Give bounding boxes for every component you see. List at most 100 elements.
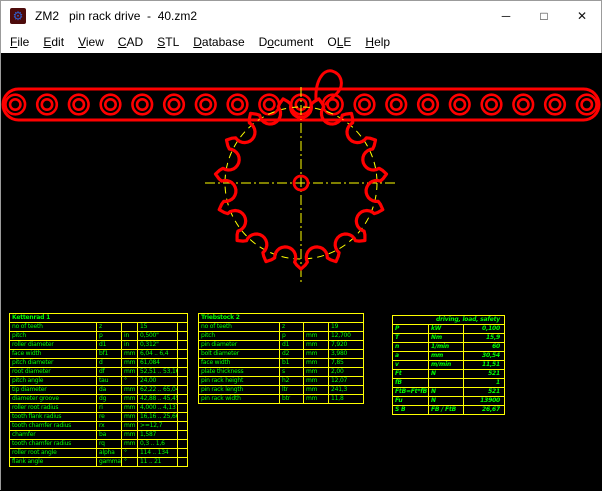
table-cell: pitch angle [9,376,97,386]
mesh-detail-curve [314,69,343,106]
table-row: plate thickness s mm 2,00 [198,367,365,377]
menu-item-file[interactable]: File [10,35,30,49]
table-cell: 4,000 .. 4,137 [137,403,178,413]
table-row: chamfer ba mm 1,587 [9,430,189,440]
rack-pin-outer [99,93,122,116]
window-controls: ─ □ ✕ [487,1,601,31]
table-cell: v [392,360,429,370]
table-cell: >=12,7 [137,421,178,431]
table-row: pitch diameter d mm 61,084 [9,358,189,368]
rack-pin-inner [262,98,276,112]
menu-item-ole[interactable]: OLE [327,35,352,49]
table-cell: kW [428,324,464,334]
table-cell: N [428,387,464,397]
menu-item-database[interactable]: Database [193,35,245,49]
menu-item-view[interactable]: View [78,35,104,49]
table-cell: 15 [137,322,178,332]
table-cell: FB / FtB [428,405,464,415]
table-row: tooth chamfer radius rq mm 0,3 .. 1,6 [9,439,189,449]
table-cell: tooth chamfer radius [9,439,97,449]
table-row: a mm 30,54 [392,351,506,361]
table-cell: mm [121,412,138,422]
table-row: no of teeth z 15 [9,322,189,332]
table-cell: ri [96,403,122,413]
menu-item-document[interactable]: Document [258,35,314,49]
menu-item-edit[interactable]: Edit [43,35,65,49]
table-cell: 11,8 [327,394,365,404]
table-cell: pitch [198,331,280,341]
table-cell: 7,85 [327,358,365,368]
rack-pin-outer [162,93,186,116]
table-cell: root diameter [9,367,97,377]
table-cell: mm [303,394,329,404]
table-cell: 30,54 [462,351,506,361]
table-cell: mm [303,331,329,341]
table-cell: ba [96,430,122,440]
close-button[interactable]: ✕ [576,9,588,23]
table-row: root diameter df mm 52,51 .. 53,16 [9,367,189,377]
table-cell: 61,084 [137,358,178,368]
table-cell: FtB=Ft*fB [392,387,429,397]
table-row: pin rack width btr mm 11,8 [198,394,365,404]
table-cell: bf1 [96,349,122,359]
rack-pin-outer [35,93,59,116]
rack-pin-inner [484,98,498,112]
table-row: tip diameter da mm 62,22 .. 65,04 [9,385,189,395]
table-cell: S B [392,405,429,415]
table-cell: no of teeth [9,322,97,332]
table-cell: re [96,412,122,422]
menu-item-stl[interactable]: STL [157,35,180,49]
table-cell: 1,587 [137,430,178,440]
rack-pin-inner [326,98,340,112]
table-row: S B FB / FtB 26,67 [392,405,506,415]
table-cell: 26,67 [462,405,506,415]
table-cell: 15,9 [462,333,506,343]
table-cell: pin diameter [198,340,280,350]
table-row: tooth chamfer radius rx mm >=12,7 [9,421,189,431]
table-cell: n [392,342,429,352]
table-sprocket-1: Kettenrad 1 no of teeth z 15 pitch p in 0,500" r… [8,313,189,467]
table-cell: pin rack length [198,385,280,395]
menu-item-help[interactable]: Help [365,35,391,49]
table-cell [176,412,189,422]
table-title: driving, load, safety [391,315,506,325]
table-cell: d [96,358,122,368]
table-cell: diameter groove [9,394,97,404]
table-cell: 12,07 [327,376,365,386]
table-cell: flank angle [9,457,97,467]
app-icon: ⚙ [10,8,26,24]
table-title: Triebstock 2 [197,313,365,323]
table-cell: bolt diameter [198,349,280,359]
table-row: pin diameter d1 mm 7,920 [198,340,365,350]
minimize-button[interactable]: ─ [501,9,511,23]
maximize-button[interactable]: □ [540,9,548,23]
table-cell: 0,100 [462,324,506,334]
table-cell: h2 [279,376,304,386]
rack-pin-outer [194,93,217,116]
table-cell: 6,04 .. 6,4 [137,349,178,359]
table-cell: s [279,367,304,377]
table-cell: face width [198,358,280,368]
table-cell: 3,980 [327,349,365,359]
table-cell: a [392,351,429,361]
table-cell: tip diameter [9,385,97,395]
table-cell: df [96,367,122,377]
rack-pin-outer [67,93,90,116]
titlebar[interactable]: ⚙ ZM2 pin rack drive - 40.zm2 ─ □ ✕ [1,1,601,31]
table-row: Ft N 521 [392,369,506,379]
table-cell: pitch [9,331,97,341]
table-cell: ° [121,457,138,467]
table-cell: face width [9,349,97,359]
table-cell: 521 [462,369,506,379]
table-cell: tooth chamfer radius [9,421,97,431]
rack-pin-outer [512,93,535,116]
rack-pin-outer [416,93,440,116]
table-cell: btr [279,394,304,404]
table-cell: ° [121,376,138,386]
table-cell: 114 .. 134 [137,448,178,458]
table-pin-rack-2: Triebstock 2 no of teeth z 19 pitch p mm 12,700… [197,313,365,404]
table-cell: 24,00 [137,376,178,386]
menu-item-cad[interactable]: CAD [117,35,144,49]
table-cell: mm [121,439,138,449]
